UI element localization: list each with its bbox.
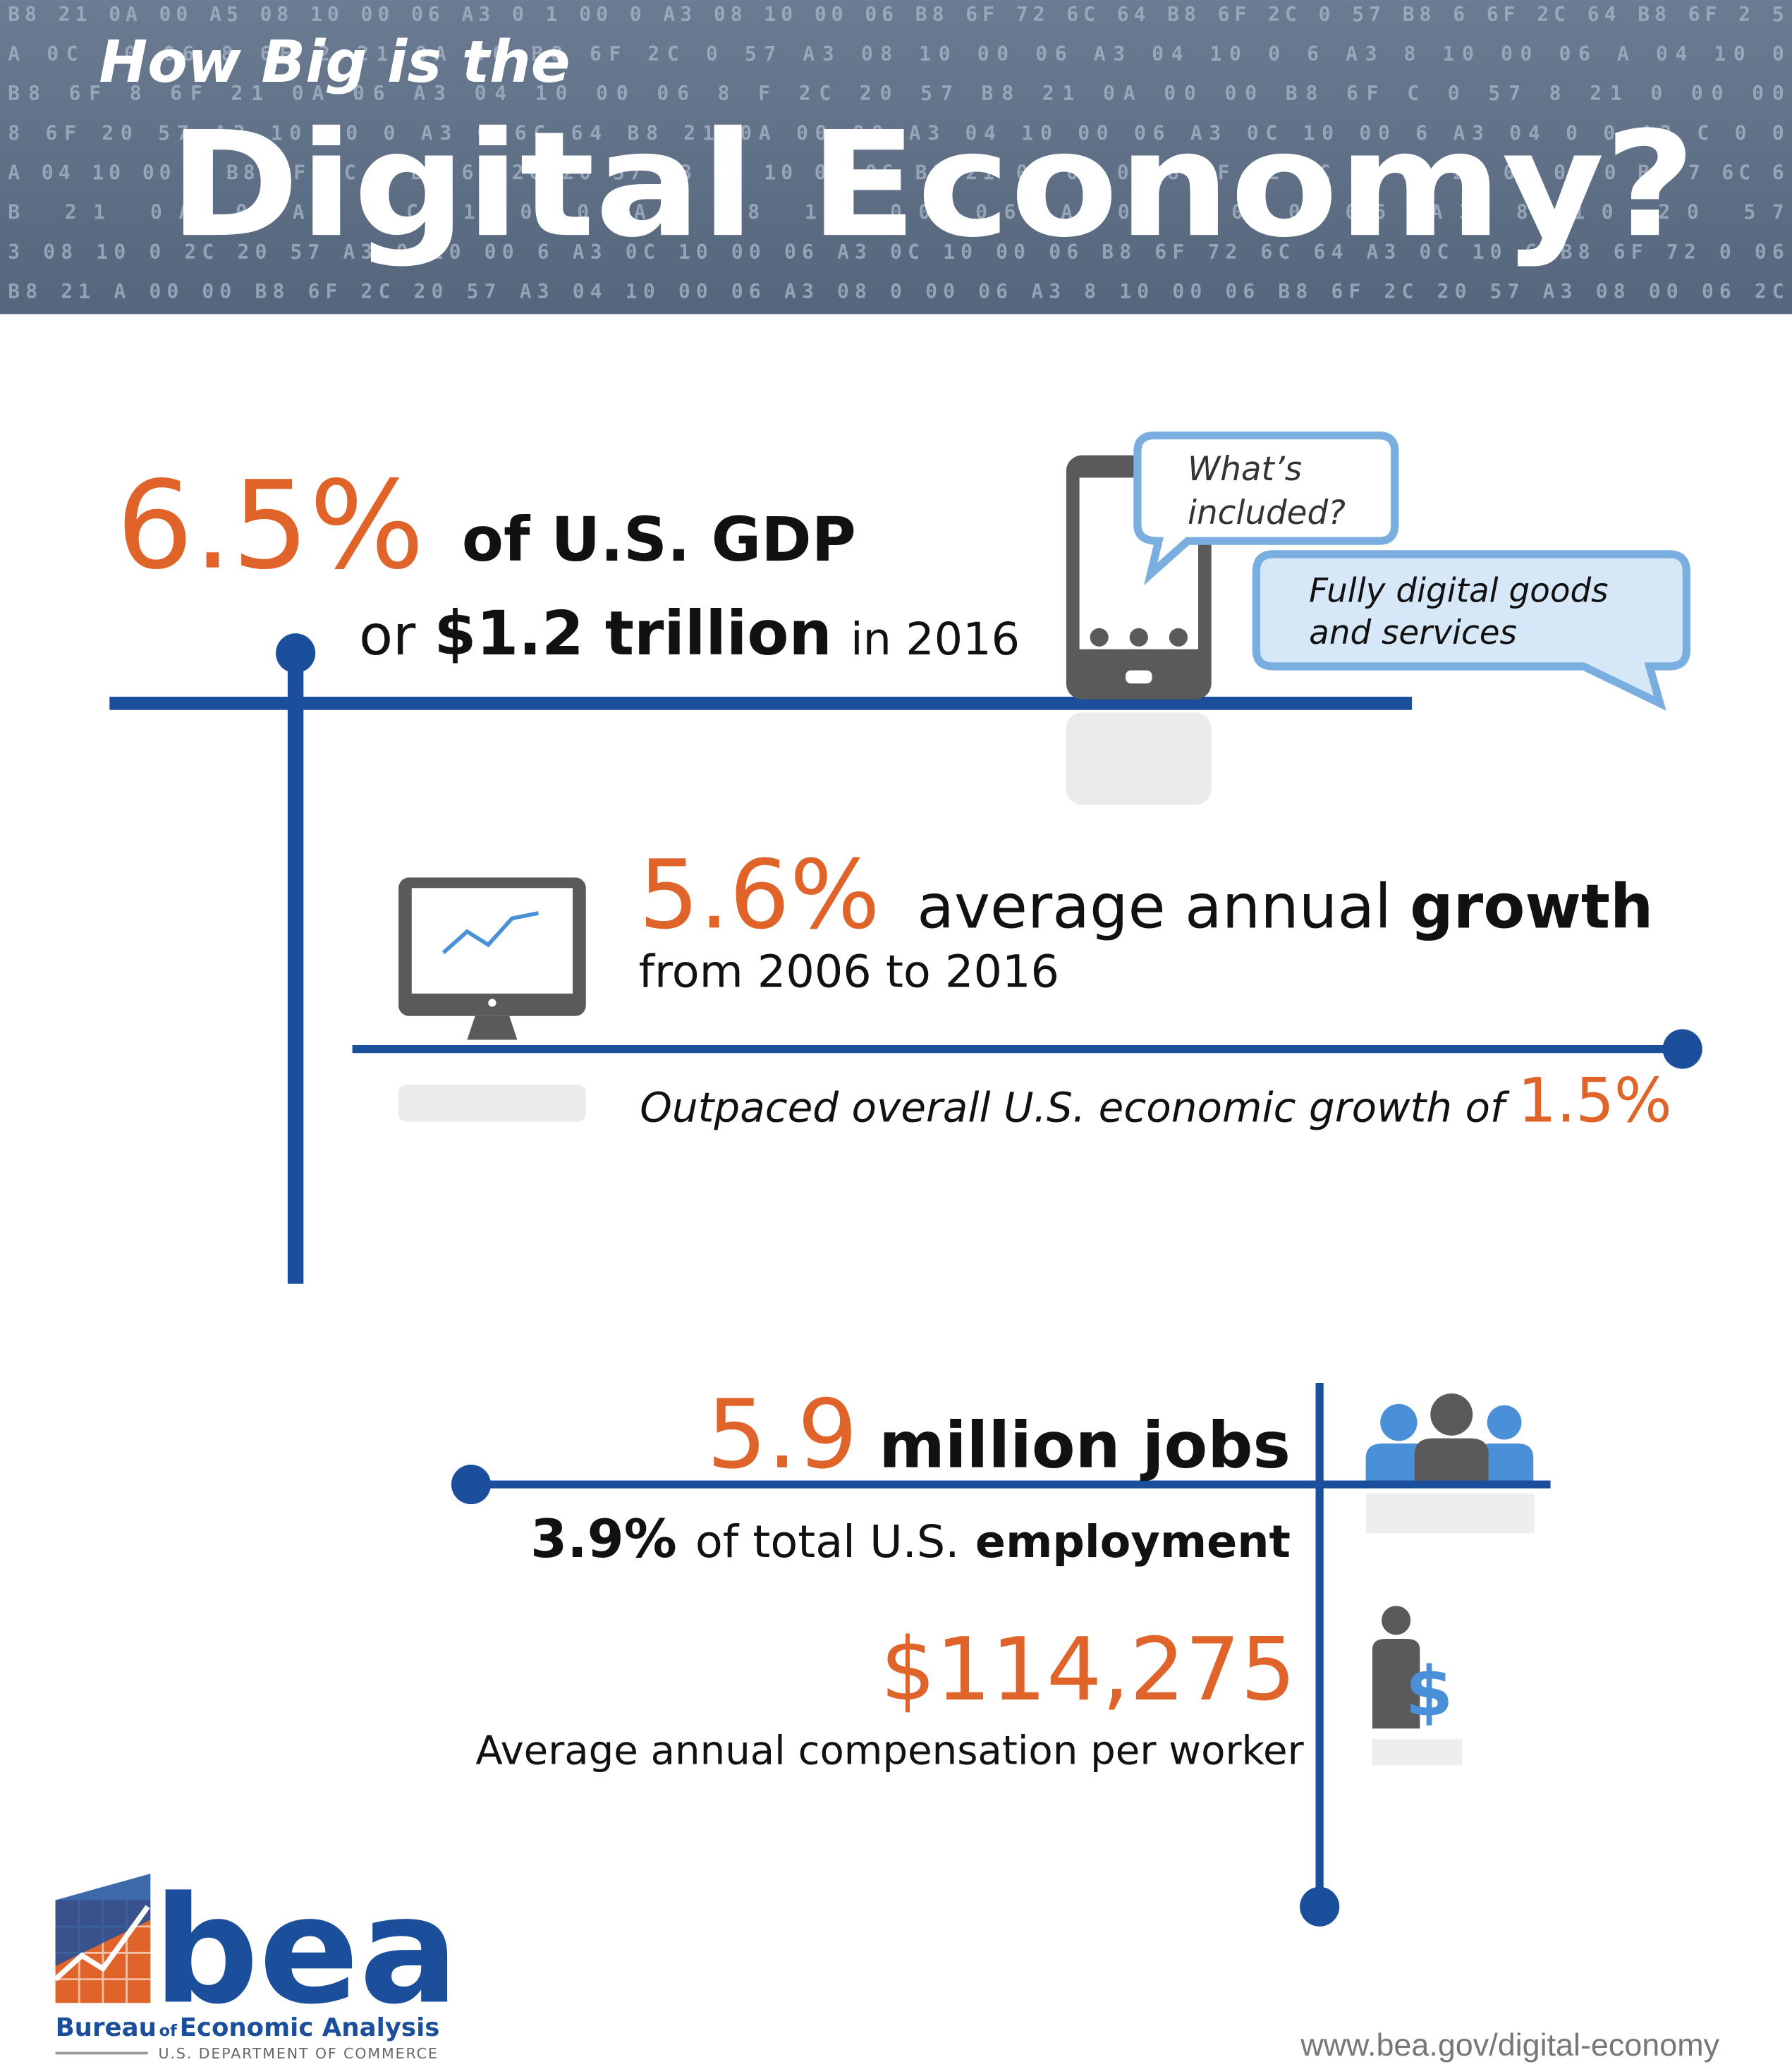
title-line2: Digital Economy? bbox=[169, 100, 1696, 269]
growth-period: from 2006 to 2016 bbox=[639, 946, 1059, 999]
connector-dot bbox=[1300, 1886, 1340, 1927]
compensation-amount: $114,275 bbox=[880, 1619, 1296, 1721]
connector-dot bbox=[451, 1464, 492, 1505]
growth-label: average annual bbox=[917, 872, 1391, 942]
jobs-count: 5.9 bbox=[707, 1379, 858, 1490]
logo-dept: U.S. DEPARTMENT OF COMMERCE bbox=[159, 2045, 439, 2062]
people-icon bbox=[1365, 1393, 1535, 1534]
answer-line: and services bbox=[1309, 614, 1517, 652]
question-line: What’s bbox=[1188, 451, 1302, 489]
svg-text:$: $ bbox=[1406, 1652, 1453, 1732]
jobs-share-label: of total U.S. bbox=[695, 1516, 960, 1568]
logo-org-1: Bureau bbox=[56, 2013, 157, 2042]
growth-label-bold: growth bbox=[1410, 872, 1653, 942]
title-line1: How Big is the bbox=[99, 29, 570, 96]
logo: bea Bureau of Economic Analysis U.S. DEPAR… bbox=[54, 1865, 459, 2062]
jobs-share: 3.9% bbox=[530, 1508, 677, 1570]
code-row: B8 21 A 00 00 B8 6F 2C 20 57 A3 04 10 00… bbox=[8, 280, 1784, 303]
jobs-label: million jobs bbox=[879, 1410, 1291, 1483]
comparison: Outpaced overall U.S. economic growth of bbox=[640, 1083, 1510, 1131]
code-row: B 21 0A 0 A3 0C 1 0 0 A3 08 10 00 06 A 0… bbox=[8, 201, 1784, 224]
gdp-share: 6.5% bbox=[116, 455, 425, 597]
compensation-label: Average annual compensation per worker bbox=[475, 1728, 1304, 1774]
jobs-line: 5.9 million jobs bbox=[707, 1379, 1291, 1490]
comparison-line: Outpaced overall U.S. economic growth of… bbox=[640, 1066, 1672, 1136]
header-band bbox=[0, 0, 1792, 315]
worker-icon: $ bbox=[1372, 1606, 1463, 1766]
bubble-question: What’s included? bbox=[1133, 431, 1399, 586]
gdp-share-label: of U.S. GDP bbox=[462, 505, 856, 575]
gdp-amount-line: or $1.2 trillion in 2016 bbox=[359, 599, 1020, 669]
question-line: included? bbox=[1188, 494, 1346, 532]
logo-name: bea bbox=[153, 1865, 459, 2037]
or: or bbox=[359, 603, 416, 668]
growth-line: 5.6% average annual growth bbox=[639, 839, 1654, 950]
connector-dot bbox=[276, 633, 316, 673]
growth-rate: 5.6% bbox=[639, 839, 880, 950]
logo-org-2: of bbox=[159, 2022, 177, 2040]
jobs-share-bold: employment bbox=[975, 1516, 1291, 1568]
monitor-icon bbox=[398, 877, 586, 1122]
answer-line: Fully digital goods bbox=[1309, 572, 1608, 610]
jobs-share-line: 3.9% of total U.S. employment bbox=[530, 1508, 1291, 1570]
connector-dot bbox=[1662, 1029, 1702, 1069]
gdp-year: in 2016 bbox=[851, 614, 1020, 666]
bubble-answer: Fully digital goods and services bbox=[1252, 550, 1690, 711]
gdp-amount: $1.2 trillion bbox=[434, 599, 832, 669]
logo-org: Bureau of Economic Analysis bbox=[56, 2013, 440, 2042]
logo-org-3: Economic Analysis bbox=[180, 2013, 440, 2042]
phone-icon bbox=[1066, 455, 1212, 805]
footer-url: www.bea.gov/digital-economy bbox=[1300, 2027, 1719, 2063]
overall-growth: 1.5% bbox=[1518, 1066, 1672, 1136]
